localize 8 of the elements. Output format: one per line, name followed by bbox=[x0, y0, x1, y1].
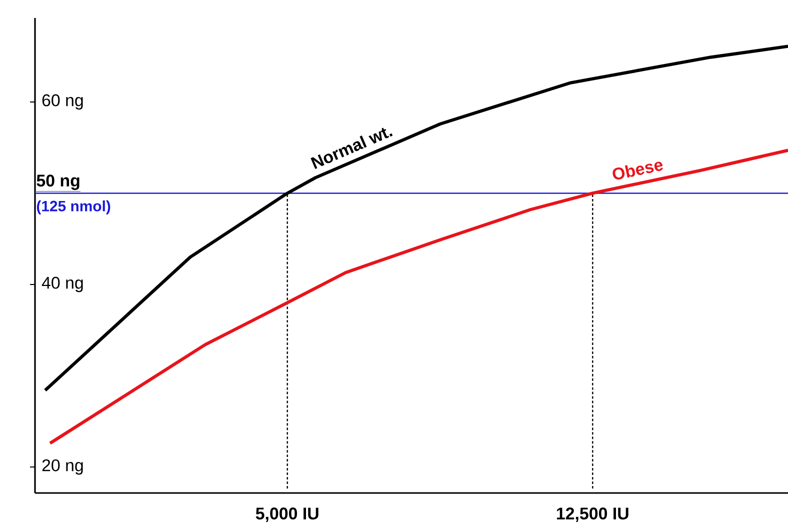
y-tick-label: 40 ng bbox=[42, 276, 83, 292]
ref-line-label: 50 ng bbox=[36, 174, 80, 190]
text: Obese bbox=[612, 162, 663, 180]
x-tick-label: 12,500 IU bbox=[556, 508, 628, 522]
y-tick-label: 60 ng bbox=[42, 94, 83, 110]
y-tick-label: 20 ng bbox=[42, 459, 83, 475]
x-tick-label: 5,000 IU bbox=[256, 508, 318, 522]
annotation: (125 nmol) bbox=[36, 200, 110, 214]
